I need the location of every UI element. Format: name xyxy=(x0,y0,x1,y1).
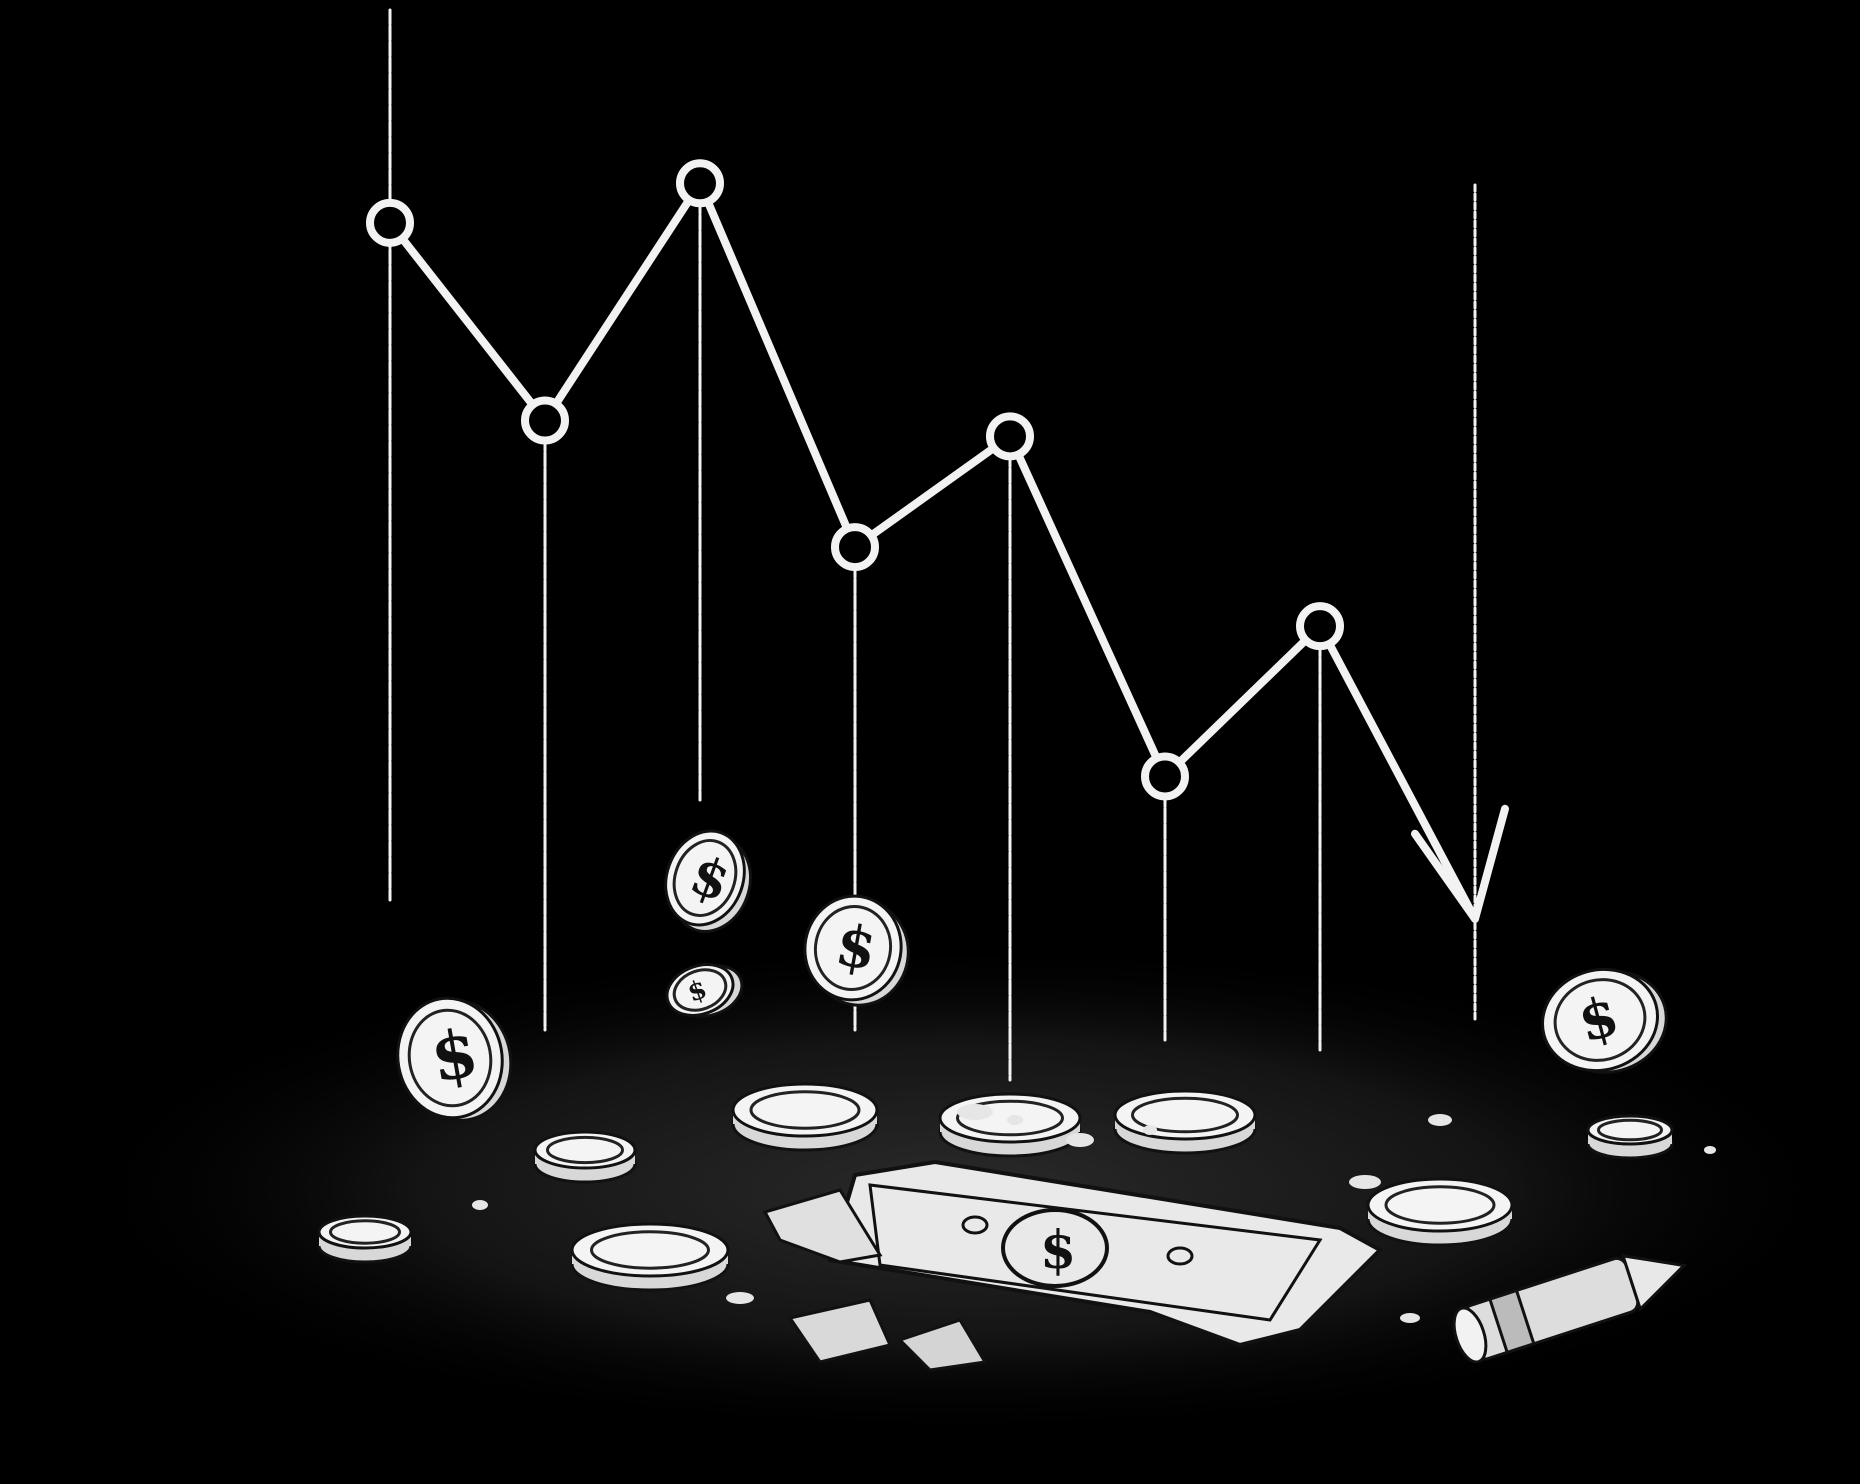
arrowhead-marker xyxy=(1411,804,1509,923)
coin-icon xyxy=(938,1092,1082,1158)
series-line xyxy=(386,179,1479,923)
coin-icon xyxy=(731,1082,879,1152)
line-chart xyxy=(366,8,1509,1082)
pebble xyxy=(1143,1125,1157,1135)
marker-center xyxy=(850,542,860,553)
coin-icon xyxy=(1586,1114,1674,1160)
pebble xyxy=(1007,1115,1023,1125)
coin-icon: $ xyxy=(664,829,752,933)
marker-center xyxy=(695,178,705,189)
coin-icon: $ xyxy=(803,894,910,1007)
pebble xyxy=(726,1292,754,1304)
marker-center xyxy=(1315,621,1325,632)
coin-icon xyxy=(570,1222,730,1292)
coin-icon xyxy=(317,1214,413,1264)
marker-center xyxy=(385,217,395,228)
money-props: $ $ $ $ $ $ xyxy=(317,829,1716,1372)
dollar-bill-icon: $ xyxy=(762,1159,1384,1372)
coin-icon: $ xyxy=(396,996,513,1122)
marker-center xyxy=(1160,771,1170,782)
pebble xyxy=(1428,1114,1452,1126)
pebble xyxy=(957,1104,993,1120)
pebble xyxy=(1349,1175,1381,1189)
bill-dollar-sign: $ xyxy=(1040,1220,1076,1281)
marker-center xyxy=(540,415,550,426)
coin-icon: $ xyxy=(665,963,744,1018)
coin-icon xyxy=(1366,1177,1514,1247)
coin-icon xyxy=(533,1130,637,1184)
pebble xyxy=(1704,1146,1716,1154)
pencil-icon xyxy=(1452,1253,1688,1364)
coin-icon: $ xyxy=(1541,967,1668,1074)
pebble xyxy=(472,1200,488,1210)
coin-icon xyxy=(1113,1089,1257,1155)
pebble xyxy=(1066,1133,1094,1147)
marker-center xyxy=(1005,431,1015,442)
pebble xyxy=(1400,1313,1420,1323)
